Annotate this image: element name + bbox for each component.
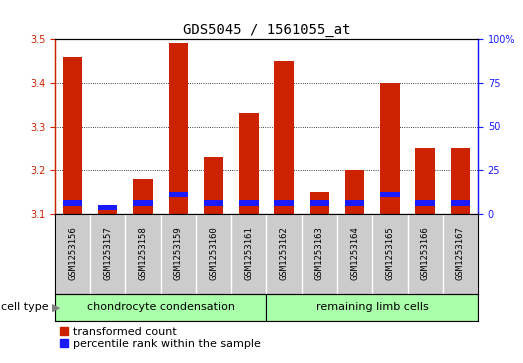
Text: cell type: cell type [1, 302, 52, 313]
Bar [380, 83, 400, 214]
Bar [345, 200, 365, 206]
Text: GSM1253158: GSM1253158 [139, 226, 147, 280]
Bar [204, 157, 223, 214]
Bar [168, 43, 188, 214]
Bar [451, 200, 470, 206]
Text: GSM1253163: GSM1253163 [315, 226, 324, 280]
Bar [63, 57, 82, 214]
Text: GSM1253166: GSM1253166 [420, 226, 429, 280]
Bar [451, 148, 470, 214]
Text: GSM1253156: GSM1253156 [68, 226, 77, 280]
Text: GSM1253161: GSM1253161 [244, 226, 253, 280]
Bar [168, 192, 188, 197]
Bar [266, 294, 478, 321]
Bar [239, 200, 258, 206]
Bar [275, 200, 294, 206]
Text: chondrocyte condensation: chondrocyte condensation [87, 302, 235, 313]
Bar [415, 148, 435, 214]
Bar [98, 205, 118, 214]
Text: ▶: ▶ [52, 302, 61, 313]
Bar [55, 294, 266, 321]
Text: remaining limb cells: remaining limb cells [316, 302, 429, 313]
Bar [204, 200, 223, 206]
Text: GSM1253165: GSM1253165 [385, 226, 394, 280]
Bar [239, 113, 258, 214]
Bar [380, 192, 400, 197]
Text: GSM1253159: GSM1253159 [174, 226, 183, 280]
Legend: transformed count, percentile rank within the sample: transformed count, percentile rank withi… [61, 327, 260, 349]
Bar [415, 200, 435, 206]
Bar [310, 200, 329, 206]
Text: GSM1253157: GSM1253157 [104, 226, 112, 280]
Bar [310, 192, 329, 214]
Bar [133, 179, 153, 214]
Bar [98, 205, 118, 210]
Title: GDS5045 / 1561055_at: GDS5045 / 1561055_at [183, 23, 350, 37]
Text: GSM1253164: GSM1253164 [350, 226, 359, 280]
Bar [133, 200, 153, 206]
Text: GSM1253167: GSM1253167 [456, 226, 465, 280]
Bar [63, 200, 82, 206]
Bar [275, 61, 294, 214]
Bar [345, 170, 365, 214]
Text: GSM1253162: GSM1253162 [280, 226, 289, 280]
Text: GSM1253160: GSM1253160 [209, 226, 218, 280]
